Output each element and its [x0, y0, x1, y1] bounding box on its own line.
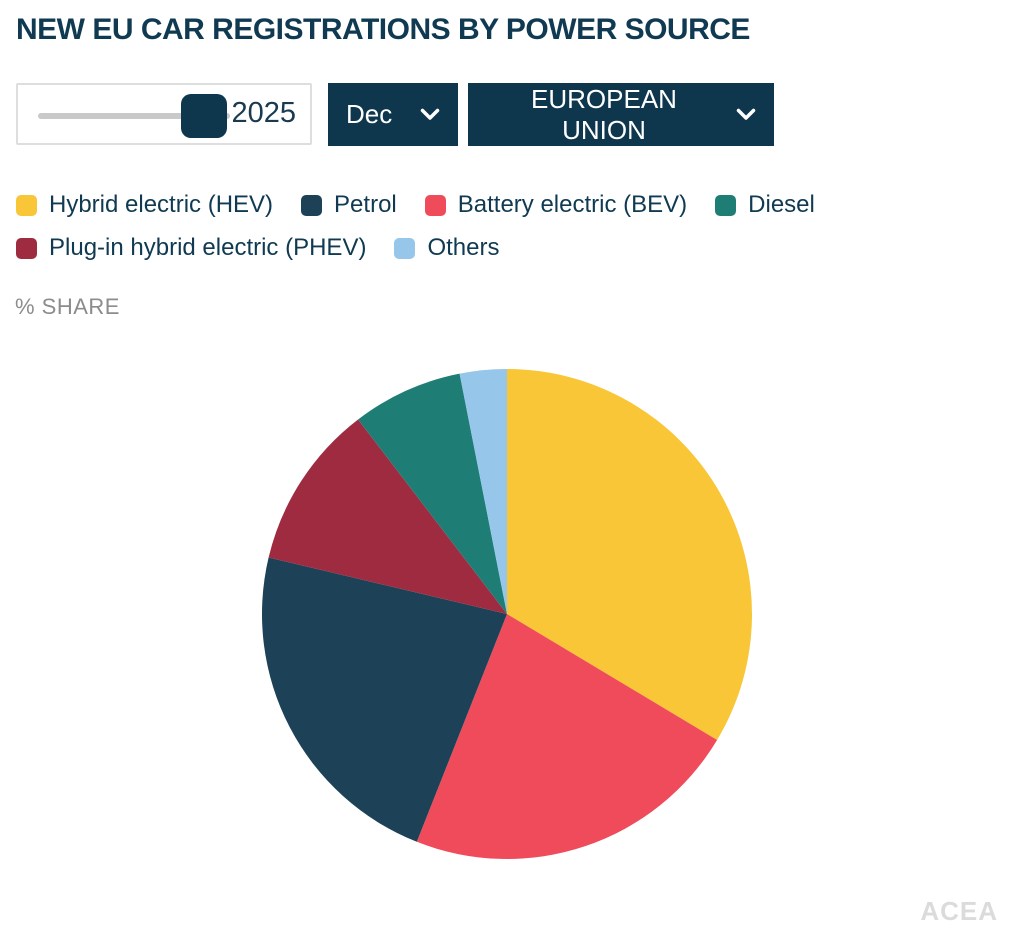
acea-watermark: ACEA — [920, 896, 998, 926]
legend-item-plug-in-hybrid-electric-phev[interactable]: Plug-in hybrid electric (PHEV) — [16, 234, 366, 262]
legend-label: Others — [427, 234, 500, 261]
chevron-down-icon — [736, 108, 756, 120]
legend-item-battery-electric-bev[interactable]: Battery electric (BEV) — [424, 191, 688, 219]
pie-slice-plug-in-hybrid-electric-phev[interactable] — [268, 419, 507, 614]
legend-label: Battery electric (BEV) — [457, 191, 688, 218]
legend-item-petrol[interactable]: Petrol — [301, 191, 397, 219]
legend-swatch-diesel — [715, 194, 737, 216]
pie-slice-battery-electric-bev[interactable] — [416, 614, 718, 860]
controls-row: 2025 Dec EUROPEAN UNION — [0, 83, 1024, 148]
pie-chart — [261, 369, 752, 860]
year-slider-value: 2025 — [231, 96, 296, 129]
chevron-down-icon — [420, 108, 440, 120]
legend-swatch-plug-in-hybrid-electric-phev — [16, 237, 37, 259]
region-dropdown-value: EUROPEAN UNION — [531, 83, 677, 145]
year-slider-track[interactable] — [38, 113, 230, 119]
page-title: NEW EU CAR REGISTRATIONS BY POWER SOURCE — [16, 13, 750, 46]
legend-label: Diesel — [748, 191, 815, 218]
pie-slice-petrol[interactable] — [261, 557, 507, 842]
legend-swatch-battery-electric-bev — [424, 194, 446, 216]
pie-slice-hybrid-electric-hev[interactable] — [507, 369, 752, 741]
region-dropdown[interactable]: EUROPEAN UNION — [468, 83, 774, 146]
legend-item-hybrid-electric-hev[interactable]: Hybrid electric (HEV) — [16, 191, 273, 219]
chart-legend: Hybrid electric (HEV) Petrol Battery elect… — [16, 191, 936, 262]
legend-swatch-others — [394, 237, 416, 259]
legend-item-diesel[interactable]: Diesel — [715, 191, 815, 219]
pie-slice-others[interactable] — [459, 369, 507, 614]
y-axis-label: % SHARE — [15, 294, 120, 319]
legend-item-others[interactable]: Others — [394, 234, 499, 262]
month-dropdown[interactable]: Dec — [328, 83, 458, 146]
legend-label: Petrol — [334, 191, 397, 218]
legend-label: Plug-in hybrid electric (PHEV) — [49, 234, 367, 261]
legend-label: Hybrid electric (HEV) — [49, 191, 274, 218]
legend-swatch-hybrid-electric-hev — [16, 194, 37, 216]
legend-swatch-petrol — [301, 194, 323, 216]
month-dropdown-value: Dec — [346, 99, 393, 129]
year-slider[interactable]: 2025 — [16, 83, 312, 145]
pie-slice-diesel[interactable] — [358, 373, 507, 614]
year-slider-thumb[interactable] — [181, 94, 227, 138]
